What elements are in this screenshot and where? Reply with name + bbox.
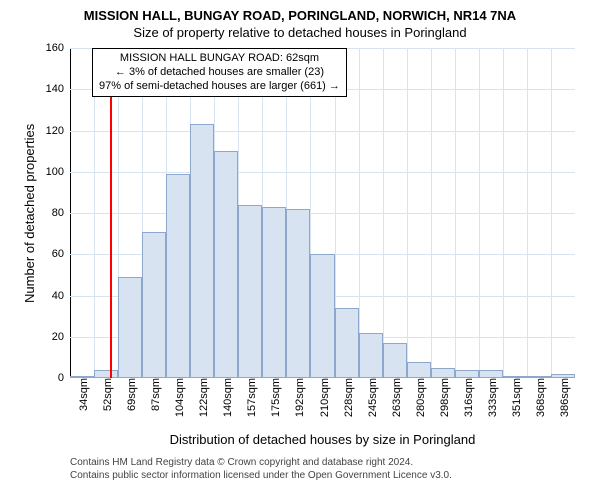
x-tick-label: 192sqm <box>290 378 306 417</box>
y-tick-label: 120 <box>46 125 70 137</box>
y-tick-label: 160 <box>46 42 70 54</box>
x-tick-label: 228sqm <box>339 378 355 417</box>
gridline-v <box>455 48 456 378</box>
histogram-bar <box>359 333 383 378</box>
histogram-bar <box>455 370 479 378</box>
y-tick-label: 20 <box>52 331 70 343</box>
plot-area: 02040608010012014016034sqm52sqm69sqm87sq… <box>70 48 575 378</box>
x-tick-label: 175sqm <box>266 378 282 417</box>
x-tick-label: 69sqm <box>122 378 138 411</box>
x-tick-label: 140sqm <box>218 378 234 417</box>
gridline-v <box>407 48 408 378</box>
gridline-v <box>94 48 95 378</box>
x-tick-label: 386sqm <box>555 378 571 417</box>
histogram-bar <box>94 370 118 378</box>
x-tick-label: 298sqm <box>435 378 451 417</box>
x-tick-label: 263sqm <box>387 378 403 417</box>
x-tick-label: 280sqm <box>411 378 427 417</box>
x-tick-label: 351sqm <box>507 378 523 417</box>
histogram-bar <box>262 207 286 378</box>
histogram-bar <box>166 174 190 378</box>
histogram-bar <box>214 151 238 378</box>
gridline-v <box>479 48 480 378</box>
y-tick-label: 80 <box>52 207 70 219</box>
y-tick-label: 0 <box>58 372 70 384</box>
gridline-v <box>383 48 384 378</box>
chart-title-sub: Size of property relative to detached ho… <box>0 23 600 40</box>
x-tick-label: 34sqm <box>74 378 90 411</box>
caption: Contains HM Land Registry data © Crown c… <box>70 456 452 482</box>
x-tick-label: 87sqm <box>146 378 162 411</box>
y-tick-label: 60 <box>52 248 70 260</box>
gridline-h <box>70 131 575 132</box>
annotation-line1: MISSION HALL BUNGAY ROAD: 62sqm <box>99 52 340 66</box>
histogram-bar <box>431 368 455 378</box>
gridline-v <box>359 48 360 378</box>
annotation-box: MISSION HALL BUNGAY ROAD: 62sqm ← 3% of … <box>92 48 347 97</box>
x-tick-label: 104sqm <box>170 378 186 417</box>
reference-marker-line <box>110 48 112 378</box>
x-tick-label: 157sqm <box>242 378 258 417</box>
y-axis-label: Number of detached properties <box>22 124 37 303</box>
histogram-bar <box>118 277 142 378</box>
y-tick-label: 100 <box>46 166 70 178</box>
y-tick-label: 140 <box>46 83 70 95</box>
x-tick-label: 122sqm <box>194 378 210 417</box>
histogram-bar <box>142 232 166 378</box>
histogram-bar <box>190 124 214 378</box>
gridline-h <box>70 213 575 214</box>
y-tick-label: 40 <box>52 290 70 302</box>
x-tick-label: 333sqm <box>483 378 499 417</box>
x-tick-label: 52sqm <box>98 378 114 411</box>
histogram-bar <box>479 370 503 378</box>
histogram-bar <box>407 362 431 379</box>
x-tick-label: 245sqm <box>363 378 379 417</box>
gridline-h <box>70 172 575 173</box>
annotation-line3: 97% of semi-detached houses are larger (… <box>99 80 340 94</box>
caption-line2: Contains public sector information licen… <box>70 469 452 482</box>
chart-container: MISSION HALL, BUNGAY ROAD, PORINGLAND, N… <box>0 0 600 500</box>
gridline-v <box>527 48 528 378</box>
histogram-bar <box>335 308 359 378</box>
histogram-bar <box>238 205 262 378</box>
x-tick-label: 316sqm <box>459 378 475 417</box>
gridline-v <box>551 48 552 378</box>
x-tick-label: 368sqm <box>531 378 547 417</box>
histogram-bar <box>383 343 407 378</box>
chart-title-main: MISSION HALL, BUNGAY ROAD, PORINGLAND, N… <box>0 0 600 23</box>
gridline-v <box>431 48 432 378</box>
annotation-line2: ← 3% of detached houses are smaller (23) <box>99 66 340 80</box>
caption-line1: Contains HM Land Registry data © Crown c… <box>70 456 452 469</box>
x-tick-label: 210sqm <box>315 378 331 417</box>
gridline-v <box>503 48 504 378</box>
histogram-bar <box>286 209 310 378</box>
x-axis-label: Distribution of detached houses by size … <box>70 432 575 447</box>
histogram-bar <box>310 254 334 378</box>
